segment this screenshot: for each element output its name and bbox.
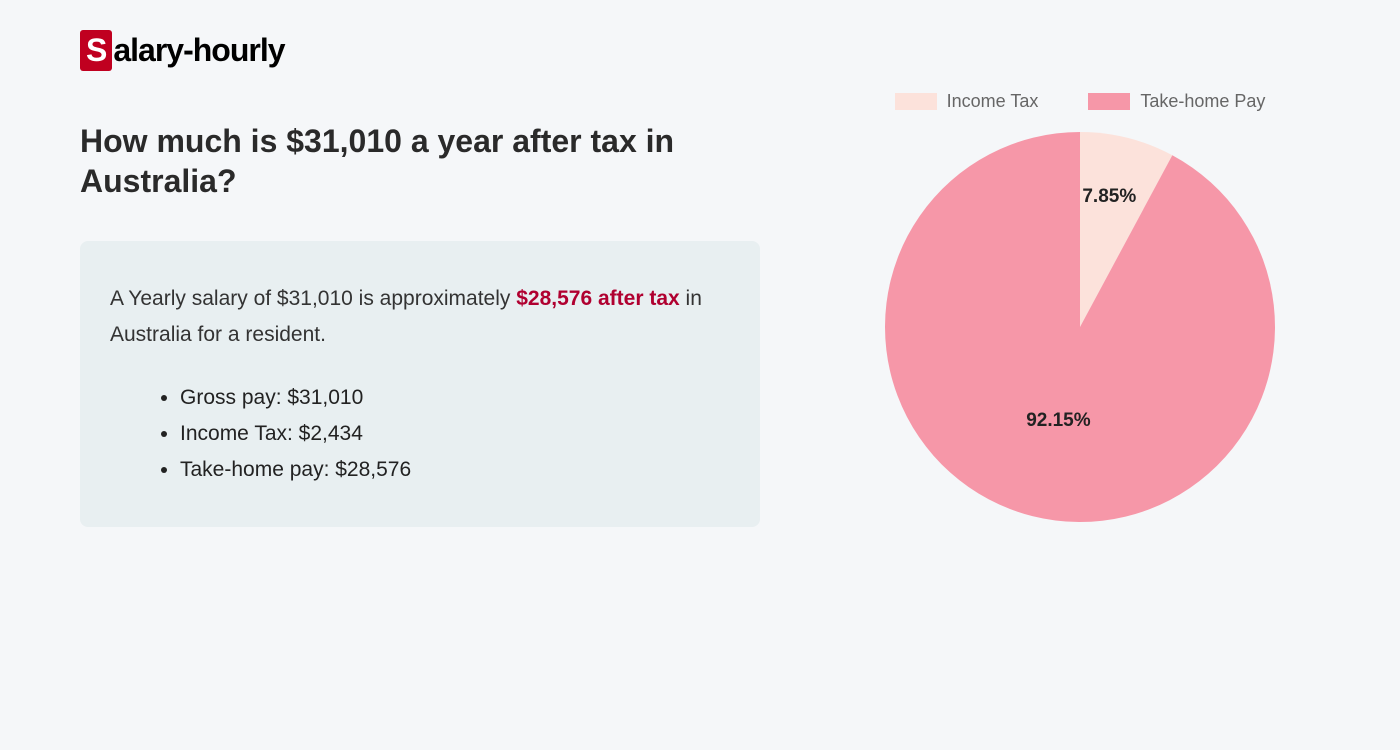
list-item: Take-home pay: $28,576 bbox=[180, 452, 730, 488]
slice-label-income-tax: 7.85% bbox=[1082, 186, 1136, 208]
main-content: How much is $31,010 a year after tax in … bbox=[80, 121, 1320, 527]
summary-pre: A Yearly salary of $31,010 is approximat… bbox=[110, 287, 516, 310]
site-logo: Salary-hourly bbox=[80, 30, 1320, 71]
summary-list: Gross pay: $31,010 Income Tax: $2,434 Ta… bbox=[110, 380, 730, 487]
legend-swatch bbox=[1088, 93, 1130, 110]
pie-svg bbox=[880, 127, 1280, 527]
page-title: How much is $31,010 a year after tax in … bbox=[80, 121, 760, 201]
summary-box: A Yearly salary of $31,010 is approximat… bbox=[80, 241, 760, 527]
left-column: How much is $31,010 a year after tax in … bbox=[80, 121, 760, 527]
legend-label: Take-home Pay bbox=[1140, 91, 1265, 112]
chart-column: Income Tax Take-home Pay 7.85% 92.15% bbox=[840, 91, 1320, 527]
legend-item-income-tax: Income Tax bbox=[895, 91, 1039, 112]
chart-legend: Income Tax Take-home Pay bbox=[895, 91, 1266, 112]
legend-label: Income Tax bbox=[947, 91, 1039, 112]
pie-chart: 7.85% 92.15% bbox=[880, 127, 1280, 527]
logo-rest: alary-hourly bbox=[113, 32, 284, 68]
list-item: Gross pay: $31,010 bbox=[180, 380, 730, 416]
legend-item-take-home: Take-home Pay bbox=[1088, 91, 1265, 112]
legend-swatch bbox=[895, 93, 937, 110]
summary-sentence: A Yearly salary of $31,010 is approximat… bbox=[110, 281, 730, 352]
list-item: Income Tax: $2,434 bbox=[180, 416, 730, 452]
logo-initial: S bbox=[80, 30, 112, 71]
slice-label-take-home: 92.15% bbox=[1026, 410, 1090, 432]
summary-highlight: $28,576 after tax bbox=[516, 287, 679, 310]
